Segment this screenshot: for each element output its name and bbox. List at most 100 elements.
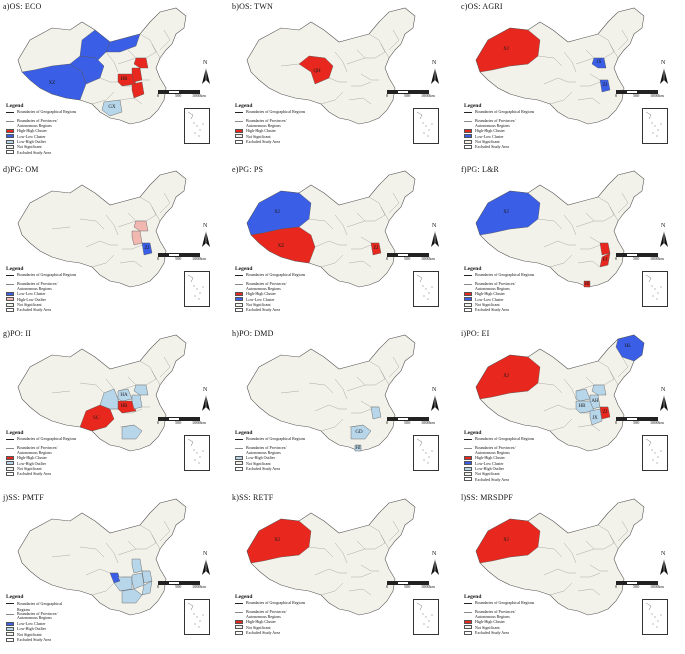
legend-item-label: Boundaries of Provinces/ Autonomous Regi… (475, 118, 516, 128)
region-xj-ll (475, 190, 541, 236)
region-label: ZJ (603, 83, 608, 88)
legend-item-label: High-High Cluster (475, 619, 505, 625)
province-boundary (617, 29, 629, 51)
legend-item-label: High-High Cluster (246, 619, 276, 625)
north-label: N (203, 60, 208, 66)
north-arrow-icon: N (656, 223, 676, 251)
legend-swatch (464, 466, 472, 471)
legend-swatch (6, 461, 14, 466)
province-boundary (549, 254, 573, 268)
scale-bar: 0 500 1000km (157, 90, 222, 102)
legend-item-label: Boundaries of Provinces/ Autonomous Regi… (17, 445, 58, 455)
region-label: SC (93, 416, 100, 421)
province-boundary (580, 81, 601, 87)
province-boundary (159, 520, 171, 542)
legend-swatch (6, 284, 14, 286)
legend-title: Legend (464, 594, 482, 600)
region-zj-hh (599, 242, 611, 256)
scale-bar: 0 500 1000km (615, 253, 680, 265)
legend-item-ll: Low-Low Cluster (6, 134, 101, 139)
legend-item-label: Boundaries of Provinces/ Autonomous Regi… (246, 445, 287, 455)
scale-bar-graphic (158, 90, 200, 94)
legend-swatch (235, 461, 243, 466)
legend-item-prov: Boundaries of Provinces/ Autonomous Regi… (235, 119, 330, 128)
legend-item-label: Not Significant (475, 139, 500, 145)
region-xj-hh (475, 27, 541, 73)
province-boundary (351, 81, 372, 87)
province-boundary (79, 546, 105, 558)
province-boundary (122, 408, 143, 414)
scale-bar-graphic (387, 253, 429, 257)
province-boundary (549, 91, 573, 105)
region-hi-lh (354, 444, 362, 452)
panel-title: a)OS: ECO (3, 2, 42, 11)
legend-swatch (6, 439, 14, 441)
scale-label: 0 (157, 420, 160, 425)
legend-swatch (235, 466, 243, 471)
legend-item-ex: Excluded Study Area (235, 307, 330, 312)
north-arrow-icon: N (427, 223, 447, 251)
legend-item-label: Excluded Study Area (17, 307, 51, 313)
legend-item-ex: Excluded Study Area (235, 139, 330, 144)
map-panel: j)SS: PMTF N 0 500 1000km Legend Boundaries of… (0, 491, 222, 651)
legend-item-label: High-High Cluster (475, 455, 505, 461)
province-boundary (563, 51, 577, 73)
scale-bar-graphic (387, 90, 429, 94)
region-gs-ll (79, 29, 111, 61)
province-boundary (585, 49, 595, 59)
legend-item-geo: Boundaries of Geographical Regions (235, 600, 330, 610)
province-boundary (380, 370, 390, 386)
region-js-lh (591, 384, 607, 396)
legend-title: Legend (6, 266, 24, 272)
legend-item-regions_word: Regions (6, 607, 101, 612)
legend-item-label: High-High Cluster (17, 128, 47, 134)
legend-item-ex: Excluded Study Area (6, 637, 101, 642)
province-boundary (348, 97, 372, 105)
map-legend: Legend Boundaries of Geographical Regions… (235, 594, 330, 636)
legend-item-prov: Boundaries of Provinces/ Autonomous Regi… (464, 119, 559, 128)
legend-item-ll: Low-Low Cluster (464, 461, 559, 466)
map-panel: QH b)OS: TWN N 0 500 1000km Legend Boundaries o… (229, 0, 451, 160)
province-boundary (308, 218, 334, 230)
legend-item-ex: Excluded Study Area (6, 307, 101, 312)
panel-title: i)PO: EI (461, 329, 490, 338)
province-boundary (549, 582, 573, 596)
north-label: N (661, 60, 666, 66)
legend-item-label: Boundaries of Provinces/ Autonomous Regi… (246, 118, 287, 128)
scale-label: 1000km (650, 256, 664, 261)
scale-label: 0 (615, 93, 618, 98)
legend-item-ns: Not Significant (6, 144, 101, 149)
legend-swatch (235, 612, 243, 614)
legend-item-hh: High-High Cluster (464, 619, 559, 624)
province-boundary (543, 77, 559, 85)
scale-bar: 0 500 1000km (157, 417, 222, 429)
province-boundary (151, 534, 161, 550)
legend-item-label: Excluded Study Area (246, 630, 280, 636)
province-boundary (328, 77, 347, 83)
panel-title: l)SS: MRSDPF (461, 493, 513, 502)
map-legend: Legend Boundaries of Geographical Regions… (464, 103, 559, 150)
scale-label: 1000km (192, 420, 206, 425)
legend-swatch (464, 275, 472, 277)
legend-item-label: High-High Cluster (246, 291, 276, 297)
legend-item-label: Boundaries of Geographical Regions (17, 272, 77, 278)
province-boundary (151, 206, 161, 222)
legend-item-label: Low-High Outlier (246, 455, 275, 461)
legend-item-label: Boundaries of Geographical Regions (246, 436, 306, 442)
province-boundary (589, 564, 608, 572)
north-arrow-icon: N (198, 387, 218, 415)
china-map: XJ (475, 498, 645, 616)
province-boundary (351, 244, 372, 250)
north-label: N (432, 223, 437, 229)
legend-item-label: Low-Low Cluster (17, 133, 46, 139)
legend-swatch (235, 630, 243, 635)
north-label: N (203, 387, 208, 393)
scale-label: 0 (386, 256, 389, 261)
region-zj-ll (599, 79, 611, 93)
legend-item-prov: Boundaries of Provinces/ Autonomous Regi… (235, 610, 330, 619)
north-label: N (661, 223, 666, 229)
legend-item-ex: Excluded Study Area (464, 630, 559, 635)
region-fj-lh (141, 580, 153, 596)
legend-title: Legend (464, 103, 482, 109)
legend-swatch (235, 291, 243, 296)
